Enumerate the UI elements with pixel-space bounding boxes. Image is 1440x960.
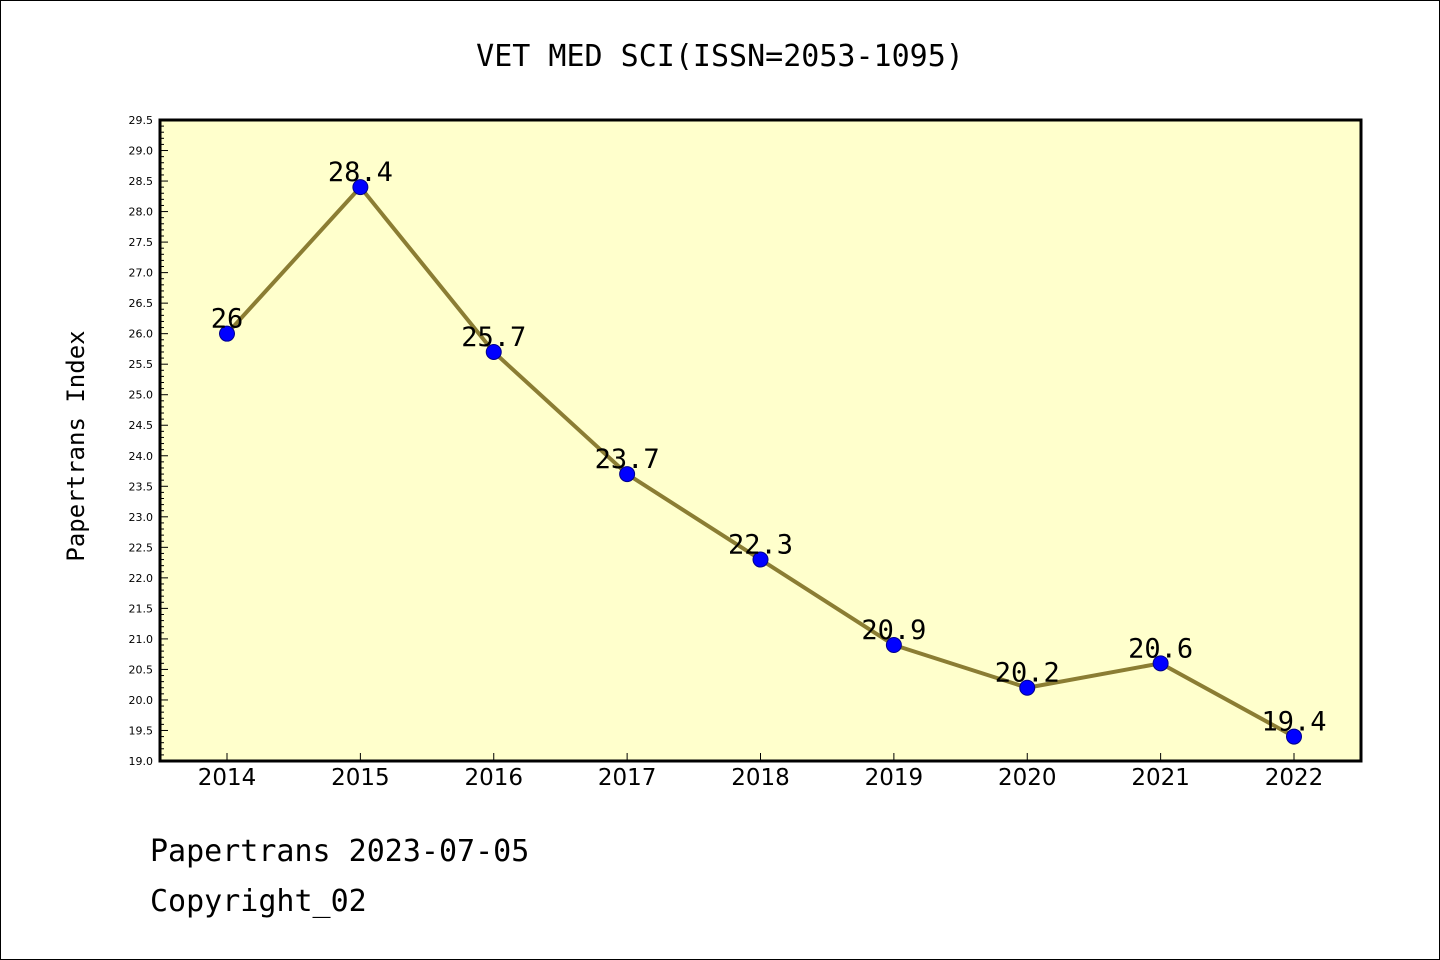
y-tick-label: 19.0 bbox=[129, 755, 154, 768]
data-point bbox=[1286, 728, 1302, 745]
y-tick-label: 20.5 bbox=[129, 663, 154, 676]
x-tick-label: 2020 bbox=[998, 765, 1057, 791]
footer-copyright: Copyright_02 bbox=[150, 884, 367, 919]
footer-date-line: Papertrans 2023-07-05 bbox=[150, 834, 530, 869]
data-label: 25.7 bbox=[461, 322, 526, 353]
y-tick-label: 24.0 bbox=[129, 450, 154, 463]
y-tick-label: 23.5 bbox=[129, 480, 154, 493]
x-tick-label: 2016 bbox=[464, 765, 523, 791]
y-tick-label: 24.5 bbox=[129, 419, 154, 432]
y-tick-label: 28.0 bbox=[129, 206, 154, 219]
x-tick-label: 2014 bbox=[198, 765, 257, 791]
data-point bbox=[752, 551, 769, 568]
data-point bbox=[1019, 679, 1036, 696]
data-point bbox=[885, 637, 902, 654]
y-axis-label: Papertrans Index bbox=[62, 330, 90, 561]
y-tick-label: 29.0 bbox=[129, 145, 154, 158]
data-label: 19.4 bbox=[1261, 707, 1326, 738]
y-tick-label: 25.0 bbox=[129, 389, 154, 402]
data-point bbox=[619, 466, 636, 483]
y-tick-label: 27.5 bbox=[129, 236, 154, 249]
data-label: 20.6 bbox=[1128, 633, 1193, 664]
x-tick-label: 2015 bbox=[331, 765, 390, 791]
data-label: 28.4 bbox=[328, 157, 393, 188]
y-tick-label: 23.0 bbox=[129, 511, 154, 524]
y-tick-label: 22.5 bbox=[129, 541, 154, 554]
y-tick-label: 22.0 bbox=[129, 572, 154, 585]
y-tick-label: 26.0 bbox=[129, 328, 154, 341]
y-axis-ticks: 19.0 19.5 20.0 20.5 21.0 21.5 22.0 22.5 23.0 23.5… bbox=[129, 114, 168, 768]
y-tick-label: 27.0 bbox=[129, 267, 154, 280]
data-label: 22.3 bbox=[728, 530, 793, 561]
y-tick-label: 21.0 bbox=[129, 633, 154, 646]
data-point bbox=[485, 343, 502, 360]
plot-area bbox=[158, 118, 1363, 763]
y-tick-label: 25.5 bbox=[129, 358, 154, 371]
data-label: 20.9 bbox=[861, 615, 926, 646]
y-tick-label: 28.5 bbox=[129, 175, 154, 188]
x-tick-label: 2019 bbox=[865, 765, 924, 791]
y-tick-label: 20.0 bbox=[129, 694, 154, 707]
y-tick-label: 19.5 bbox=[129, 724, 154, 737]
y-tick-label: 21.5 bbox=[129, 602, 154, 615]
data-label: 20.2 bbox=[995, 658, 1060, 689]
x-tick-label: 2017 bbox=[598, 765, 657, 791]
data-point bbox=[219, 325, 235, 342]
chart-title: VET MED SCI(ISSN=2053-1095) bbox=[476, 39, 964, 74]
x-tick-label: 2018 bbox=[731, 765, 790, 791]
data-point bbox=[1152, 655, 1169, 672]
y-tick-label: 29.5 bbox=[129, 114, 154, 127]
series-group: 26 28.4 25.7 23.7 22.3 20.9 20.2 20.6 19.4 bbox=[211, 157, 1327, 745]
x-axis-ticks: 2014 2015 2016 2017 2018 2019 2020 2021 2022 bbox=[198, 753, 1324, 791]
data-point bbox=[352, 179, 369, 196]
x-tick-label: 2022 bbox=[1265, 765, 1324, 791]
x-tick-label: 2021 bbox=[1131, 765, 1190, 791]
data-label: 23.7 bbox=[595, 444, 660, 475]
y-tick-label: 26.5 bbox=[129, 297, 154, 310]
data-label: 26 bbox=[211, 304, 244, 335]
